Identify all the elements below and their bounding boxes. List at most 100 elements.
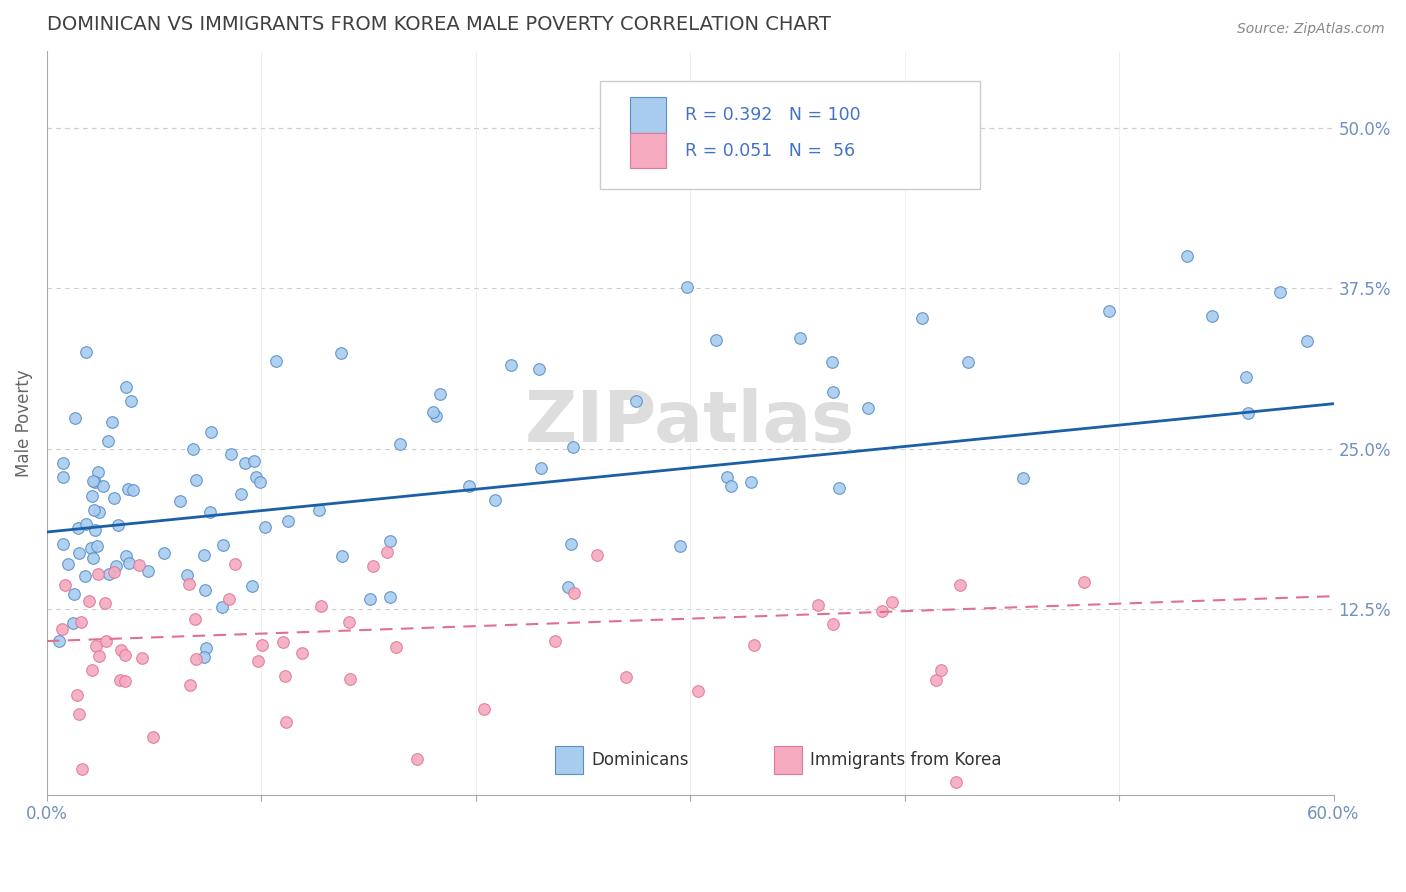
Point	[472, 702, 495, 716]
Point	[128, 558, 150, 573]
Point	[70, 762, 93, 776]
Text: Immigrants from Korea: Immigrants from Korea	[810, 751, 1001, 769]
Point	[1012, 471, 1035, 485]
Point	[676, 279, 699, 293]
Point	[52, 470, 75, 484]
Point	[247, 654, 270, 668]
Point	[193, 548, 215, 562]
Point	[425, 409, 447, 424]
Point	[789, 331, 811, 345]
Point	[66, 521, 89, 535]
Point	[179, 677, 201, 691]
Point	[67, 546, 90, 560]
Point	[823, 616, 845, 631]
Point	[62, 615, 84, 630]
Point	[530, 461, 553, 475]
Text: R = 0.392   N = 100: R = 0.392 N = 100	[685, 106, 860, 124]
Point	[253, 520, 276, 534]
Point	[332, 549, 354, 564]
Point	[169, 493, 191, 508]
Point	[823, 384, 845, 399]
Point	[562, 585, 585, 599]
Point	[544, 634, 567, 648]
Point	[309, 599, 332, 613]
Point	[186, 651, 208, 665]
Point	[337, 615, 360, 629]
Point	[51, 622, 73, 636]
Point	[956, 355, 979, 369]
Point	[194, 640, 217, 655]
Point	[945, 775, 967, 789]
Point	[105, 559, 128, 574]
Point	[75, 569, 97, 583]
Point	[181, 442, 204, 456]
Point	[86, 539, 108, 553]
Point	[91, 478, 114, 492]
Point	[48, 634, 70, 648]
Point	[84, 475, 107, 489]
Point	[614, 670, 637, 684]
Point	[62, 587, 84, 601]
Point	[858, 401, 880, 415]
Point	[720, 479, 742, 493]
Point	[339, 672, 361, 686]
Point	[716, 470, 738, 484]
Point	[183, 612, 205, 626]
Point	[103, 491, 125, 506]
FancyBboxPatch shape	[630, 133, 666, 169]
Point	[82, 550, 104, 565]
Point	[94, 634, 117, 648]
Point	[245, 470, 267, 484]
FancyBboxPatch shape	[773, 746, 803, 774]
Point	[87, 566, 110, 581]
Point	[84, 523, 107, 537]
Point	[122, 483, 145, 497]
Point	[329, 346, 352, 360]
Y-axis label: Male Poverty: Male Poverty	[15, 369, 32, 476]
Point	[211, 599, 233, 614]
Point	[668, 539, 690, 553]
Text: R = 0.051   N =  56: R = 0.051 N = 56	[685, 142, 855, 160]
Point	[688, 683, 710, 698]
Point	[740, 475, 762, 490]
Point	[75, 517, 97, 532]
Point	[484, 493, 506, 508]
Point	[385, 640, 408, 654]
Text: DOMINICAN VS IMMIGRANTS FROM KOREA MALE POVERTY CORRELATION CHART: DOMINICAN VS IMMIGRANTS FROM KOREA MALE …	[46, 15, 831, 34]
Point	[388, 437, 411, 451]
Point	[110, 643, 132, 657]
Point	[872, 604, 894, 618]
Point	[361, 559, 384, 574]
Point	[200, 425, 222, 439]
Point	[274, 714, 297, 729]
Point	[266, 354, 288, 368]
Point	[925, 673, 948, 687]
FancyBboxPatch shape	[600, 80, 980, 188]
Text: Dominicans: Dominicans	[591, 751, 689, 769]
Point	[53, 578, 76, 592]
Point	[152, 547, 174, 561]
Point	[235, 456, 257, 470]
Point	[1175, 249, 1198, 263]
Point	[240, 579, 263, 593]
Point	[211, 538, 233, 552]
Point	[557, 580, 579, 594]
Point	[75, 344, 97, 359]
Point	[177, 577, 200, 591]
Point	[949, 578, 972, 592]
Point	[70, 615, 93, 629]
Point	[194, 582, 217, 597]
Point	[83, 503, 105, 517]
Point	[97, 434, 120, 448]
Point	[101, 415, 124, 429]
Point	[626, 394, 648, 409]
Point	[375, 545, 398, 559]
Point	[231, 487, 253, 501]
Point	[218, 592, 240, 607]
Point	[243, 453, 266, 467]
FancyBboxPatch shape	[555, 746, 583, 774]
Point	[107, 518, 129, 533]
Point	[67, 707, 90, 722]
Point	[828, 481, 851, 495]
Point	[87, 466, 110, 480]
